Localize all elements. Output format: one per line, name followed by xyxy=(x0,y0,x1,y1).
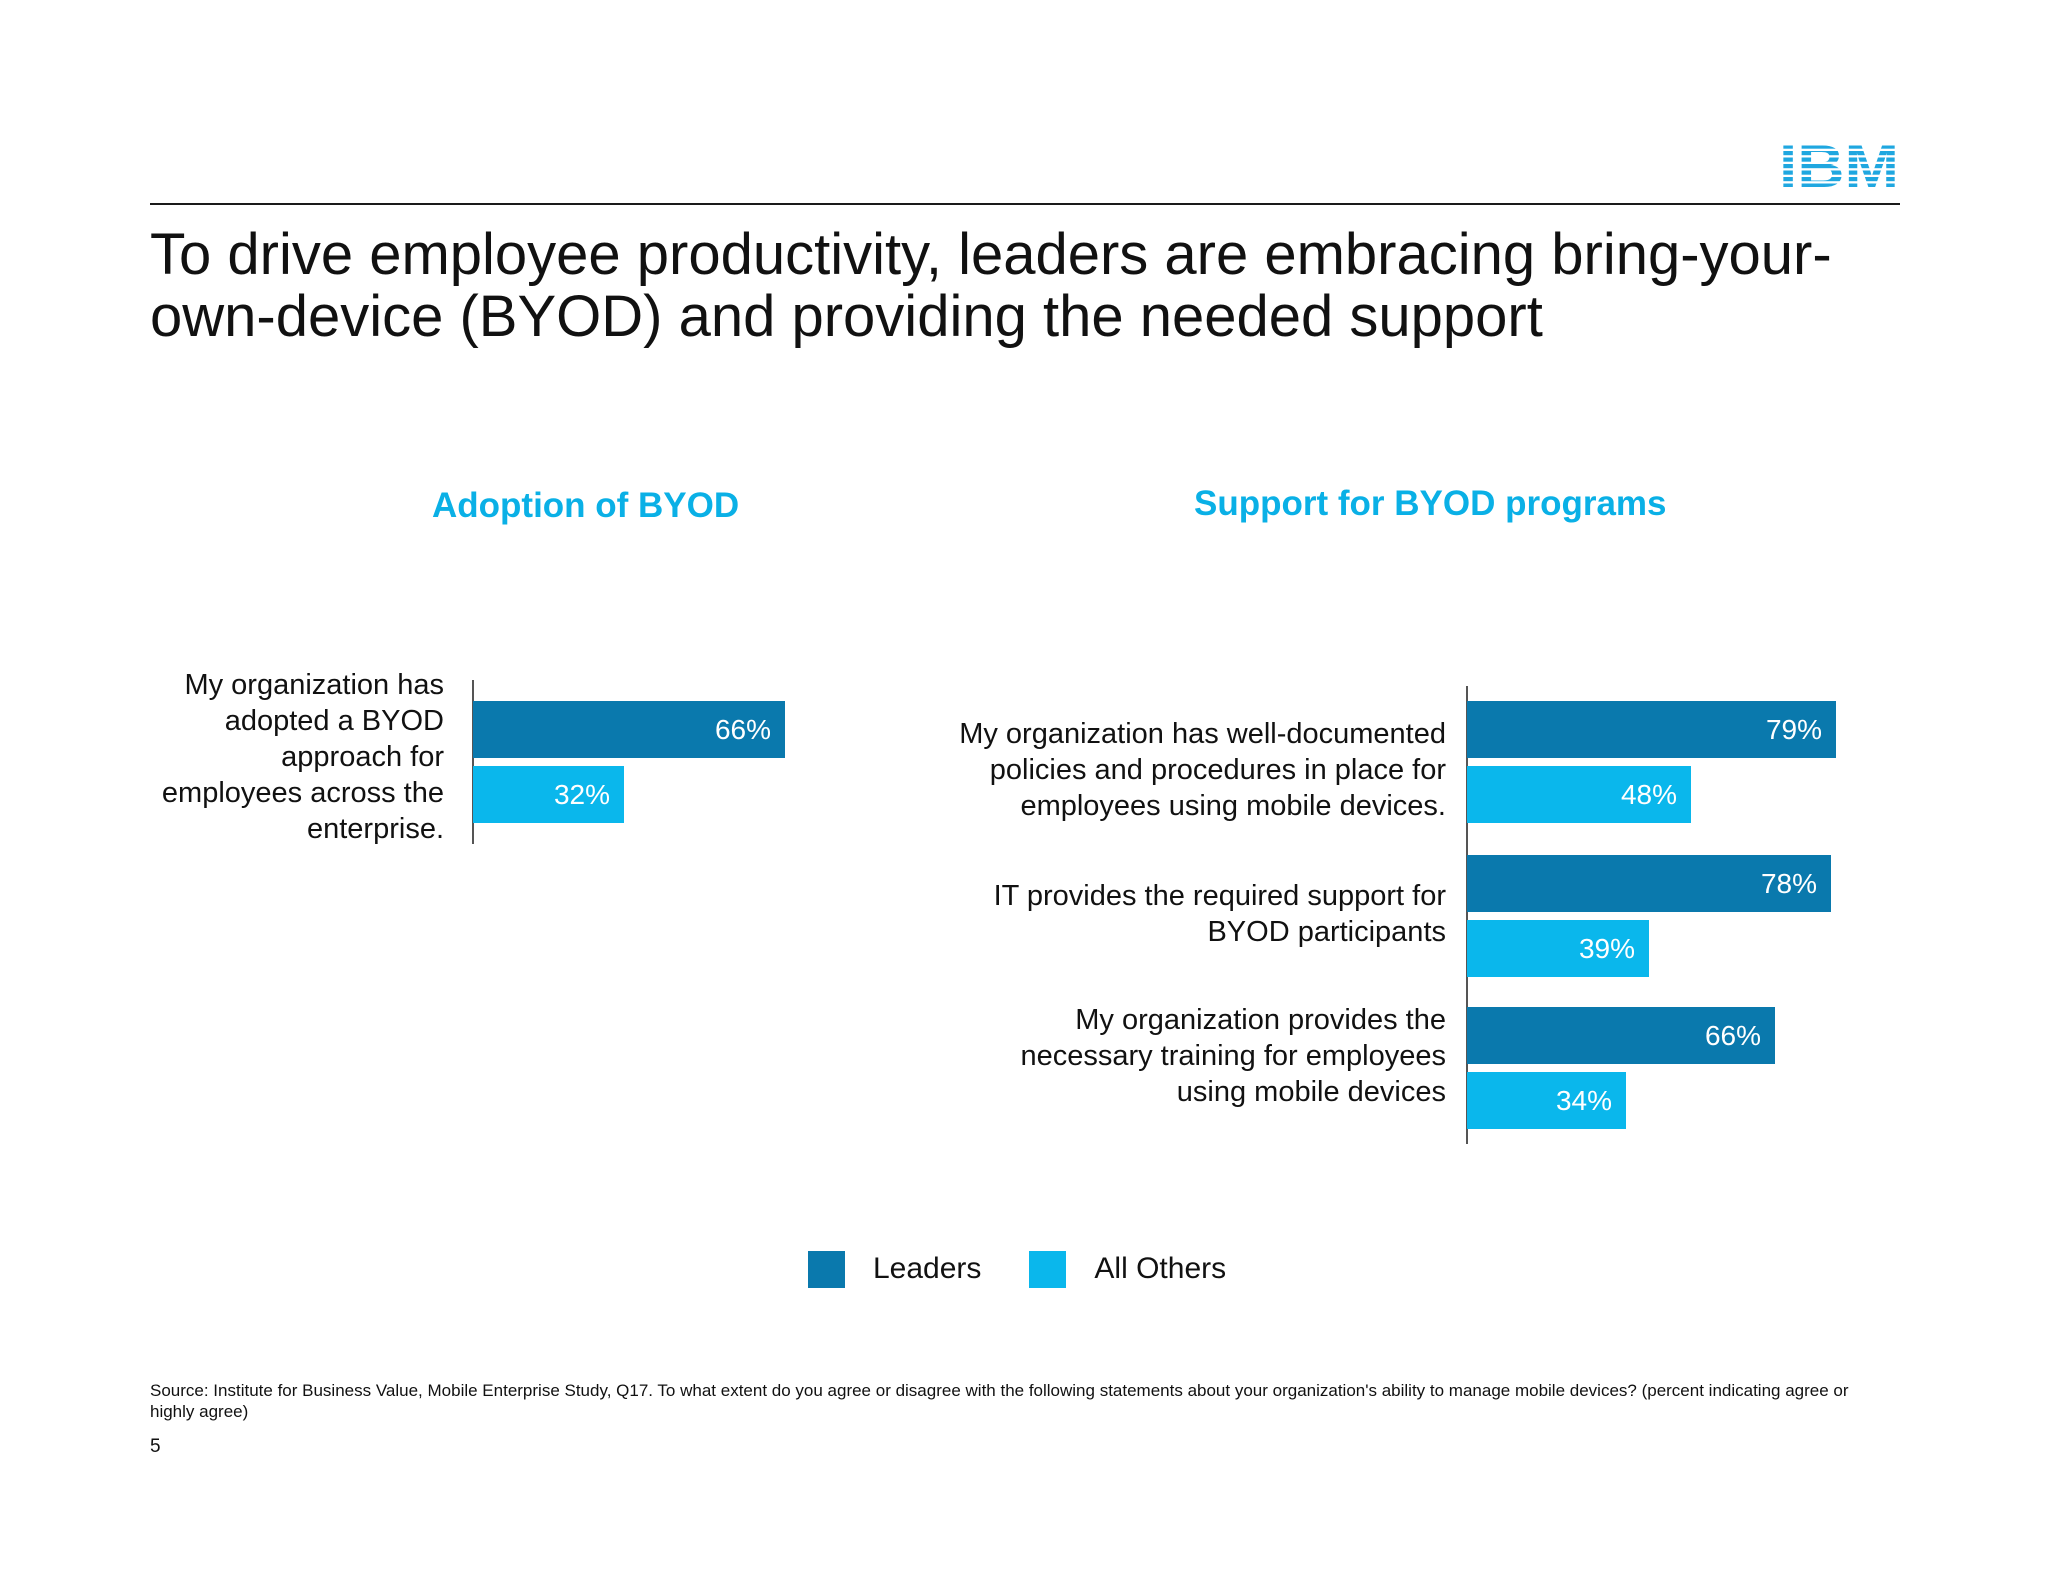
chart-title-support: Support for BYOD programs xyxy=(1194,484,1667,523)
legend-label-all-others: All Others xyxy=(1094,1252,1227,1285)
bar-all-others: 34% xyxy=(1467,1072,1626,1129)
legend-swatch-leaders xyxy=(808,1250,845,1288)
category-label: My organization has well-documented poli… xyxy=(959,718,1446,822)
legend-label-leaders: Leaders xyxy=(873,1252,982,1285)
data-label: 66% xyxy=(714,713,771,745)
data-label: 79% xyxy=(1765,713,1822,745)
chart-axis xyxy=(472,680,474,844)
bar-leaders: 79% xyxy=(1467,701,1836,758)
legend-swatch-all-others xyxy=(1029,1250,1067,1288)
page-number: 5 xyxy=(150,1436,161,1457)
bar-all-others: 32% xyxy=(473,766,624,823)
chart-title-adoption: Adoption of BYOD xyxy=(432,486,740,525)
data-label: 32% xyxy=(553,778,610,810)
ibm-logo: IBM xyxy=(1778,138,1900,190)
chart-axis xyxy=(1466,686,1468,1144)
chart-legend: Leaders All Others xyxy=(808,1250,1274,1288)
source-note: Source: Institute for Business Value, Mo… xyxy=(150,1381,1849,1421)
data-label: 34% xyxy=(1555,1084,1612,1116)
data-label: 48% xyxy=(1620,778,1677,810)
category-label: My organization has adopted a BYOD appro… xyxy=(161,669,444,845)
bar-all-others: 48% xyxy=(1467,766,1691,823)
bar-leaders: 66% xyxy=(473,701,785,758)
header-rule xyxy=(150,203,1900,205)
data-label: 66% xyxy=(1704,1019,1761,1051)
bar-leaders: 66% xyxy=(1467,1007,1775,1064)
bar-leaders: 78% xyxy=(1467,855,1831,912)
data-label: 39% xyxy=(1578,932,1635,964)
category-label: IT provides the required support for BYO… xyxy=(993,880,1446,948)
category-label: My organization provides the necessary t… xyxy=(1020,1004,1446,1108)
data-label: 78% xyxy=(1760,867,1817,899)
bar-all-others: 39% xyxy=(1467,920,1649,977)
page-title: To drive employee productivity, leaders … xyxy=(150,222,1832,349)
